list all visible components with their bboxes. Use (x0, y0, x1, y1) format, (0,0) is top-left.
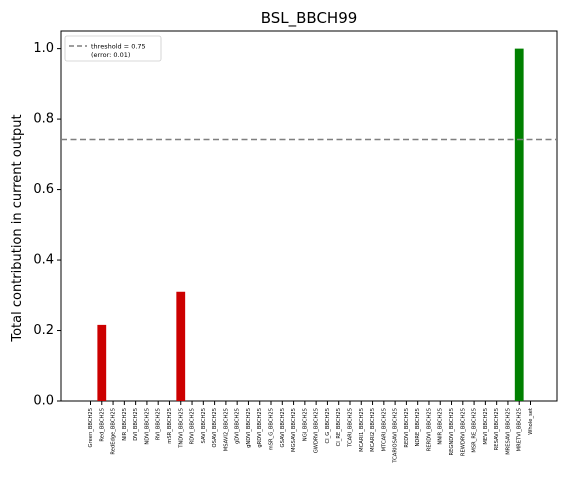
legend-box (64, 35, 162, 62)
x-tick-label: RESAVI_BBCH25 (494, 408, 500, 450)
x-tick-label: REGNDVI_BBCH25 (449, 408, 455, 456)
x-tick-label: Red_BBCH25 (99, 408, 105, 442)
x-tick-label: OSAVI_BBCH25 (212, 408, 218, 448)
x-tick-label: MGSAVI_BBCH25 (291, 408, 297, 452)
x-tick-label: TCARIOSAVI_BBCH25 (393, 408, 399, 464)
x-tick-label: TNDVI_BBCH25 (178, 408, 184, 449)
legend-error-label: (error: 0.01) (91, 51, 130, 59)
x-tick-label: RVI_BBCH25 (156, 408, 162, 440)
x-tick-label: MRESAVI_BBCH25 (505, 408, 511, 455)
legend-threshold-label: threshold = 0.75 (91, 43, 146, 51)
bar (97, 324, 107, 401)
x-tick-label: MSR_RE_BBCH25 (472, 408, 478, 453)
x-tick-label: MCARI2_BBCH25 (370, 408, 376, 452)
y-tick-label: 1.0 (33, 41, 54, 56)
bar (514, 48, 524, 401)
x-tick-label: NGI_BBCH25 (302, 408, 308, 441)
y-tick-label: 0.2 (33, 323, 54, 338)
x-tick-label: mSR_BBCH25 (167, 408, 173, 444)
x-tick-label: MTCARI_BBCH25 (381, 408, 387, 451)
x-tick-label: NDVI_BBCH25 (144, 408, 150, 445)
y-tick-label: 0.0 (33, 394, 54, 409)
bar (176, 291, 186, 401)
x-tick-label: MRETVI_BBCH25 (517, 408, 523, 451)
x-tick-label: NIR_BBCH25 (122, 408, 128, 441)
y-axis: 0.0 0.2 0.4 0.6 0.8 1.0 (33, 41, 61, 409)
chart-title: BSL_BBCH99 (261, 9, 358, 28)
y-tick-label: 0.4 (33, 253, 54, 268)
x-tick-label: NNIR_BBCH25 (438, 408, 444, 445)
x-tick-label: MCARI1_BBCH25 (359, 408, 365, 452)
bars (97, 48, 524, 401)
x-tick-label: TCARI_BBCH25 (347, 408, 353, 448)
x-tick-label: MEVI_BBCH25 (483, 408, 489, 445)
x-tick-label: GSAVI_BBCH25 (280, 408, 286, 447)
x-tick-label: mSR_G_BBCH25 (269, 408, 275, 450)
y-tick-label: 0.8 (33, 112, 54, 127)
x-tick-label: RedEdge_BBCH25 (111, 408, 117, 455)
x-tick-label: gRDVI_BBCH25 (257, 408, 263, 448)
y-axis-label: Total contribution in current output (10, 114, 25, 342)
y-tick-label: 0.6 (33, 182, 54, 197)
x-axis: Green_BBCH25 Red_BBCH25 RedEdge_BBCH25 NIR_… (88, 401, 534, 464)
x-tick-label: DVI_BBCH25 (133, 408, 139, 441)
x-tick-label: CI_G_BBCH25 (325, 408, 331, 444)
x-tick-label: CI_RE_BBCH25 (336, 408, 342, 446)
legend: threshold = 0.75 (error: 0.01) (64, 35, 162, 62)
x-tick-label: REDVI_BBCH25 (404, 408, 410, 448)
x-tick-label: gDVI_BBCH25 (235, 408, 241, 444)
x-tick-label: NDRE_BBCH25 (415, 408, 421, 447)
x-tick-label: Green_BBCH25 (88, 408, 94, 447)
x-tick-label: SAVI_BBCH25 (201, 408, 207, 443)
plot-frame (60, 30, 558, 402)
x-tick-label: gNDVI_BBCH25 (246, 408, 252, 448)
x-tick-label: MSAVI2_BBCH25 (223, 408, 229, 451)
x-tick-label: REWDRVI_BBCH25 (460, 408, 466, 456)
x-tick-label: Whole_set (528, 408, 534, 435)
x-tick-label: RDVI_BBCH25 (190, 408, 196, 444)
x-tick-label: GWDRVI_BBCH25 (314, 408, 320, 453)
x-tick-label: RERDVI_BBCH25 (426, 408, 432, 451)
